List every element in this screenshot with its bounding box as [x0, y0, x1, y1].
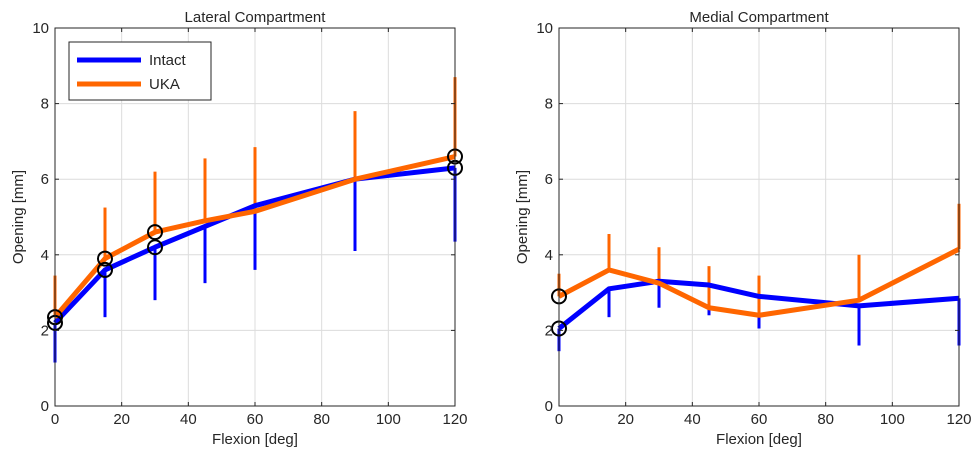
chart-2-y-axis-label: Opening [mm] — [514, 170, 531, 264]
chart-1-series-uka-marker — [147, 224, 163, 241]
chart-2-y-tick-label: 6 — [545, 171, 553, 188]
chart-2-y-tick-label: 2 — [545, 322, 553, 339]
chart-2: 0 20 40 60 80 100 120 0 2 4 6 8 10 Medial Compartment… — [514, 9, 971, 448]
chart-2-x-tick-label: 120 — [946, 411, 971, 428]
chart-1-x-tick-label: 0 — [51, 411, 59, 428]
chart-1-y-tick-label: 4 — [41, 247, 49, 264]
chart-2-y-tick-label: 8 — [545, 96, 553, 113]
chart-1-x-tick-label: 100 — [376, 411, 401, 428]
chart-2-x-tick-label: 80 — [817, 411, 834, 428]
chart-1-x-axis-label: Flexion [deg] — [212, 431, 298, 448]
chart-2-x-axis-label: Flexion [deg] — [716, 431, 802, 448]
chart-2-x-tick-label: 100 — [880, 411, 905, 428]
chart-1-series-intact-marker — [97, 261, 113, 278]
chart-1-x-tick-label: 40 — [180, 411, 197, 428]
chart-1-y-axis-label: Opening [mm] — [10, 170, 27, 264]
chart-2-series-uka-line — [557, 246, 961, 318]
chart-1-title: Lateral Compartment — [185, 9, 327, 26]
legend-label-uka: UKA — [149, 76, 180, 93]
chart-1-series-intact-marker — [147, 239, 163, 256]
chart-2-y-tick-label: 10 — [536, 20, 553, 37]
chart-1-x-tick-label: 80 — [313, 411, 330, 428]
chart-2-y-tick-label: 0 — [545, 398, 553, 415]
chart-1-y-tick-label: 6 — [41, 171, 49, 188]
chart-1-y-tick-label: 0 — [41, 398, 49, 415]
legend-label-intact: Intact — [149, 52, 187, 69]
chart-1-series-uka-marker — [97, 250, 113, 267]
chart-1-y-tick-label: 8 — [41, 96, 49, 113]
chart-2-series-intact-line — [557, 278, 960, 331]
chart-2-y-tick-label: 4 — [545, 247, 553, 264]
chart-2-x-tick-label: 0 — [555, 411, 563, 428]
chart-2-x-tick-label: 60 — [751, 411, 768, 428]
chart-1: 0 20 40 60 80 100 120 0 2 4 6 8 10 Lateral Compartmen… — [10, 9, 468, 448]
chart-2-title: Medial Compartment — [689, 9, 829, 26]
chart-1-x-tick-label: 20 — [113, 411, 130, 428]
chart-1-x-tick-label: 60 — [247, 411, 264, 428]
chart-2-x-tick-label: 20 — [617, 411, 634, 428]
chart-1-y-tick-label: 10 — [32, 20, 49, 37]
legend-box — [68, 41, 212, 101]
chart-1-x-tick-label: 120 — [442, 411, 467, 428]
chart-1-y-tick-label: 2 — [41, 322, 49, 339]
chart-1-legend: Intact UKA — [68, 41, 212, 101]
chart-2-x-tick-label: 40 — [684, 411, 701, 428]
chart-1-series-uka-line — [53, 154, 456, 319]
